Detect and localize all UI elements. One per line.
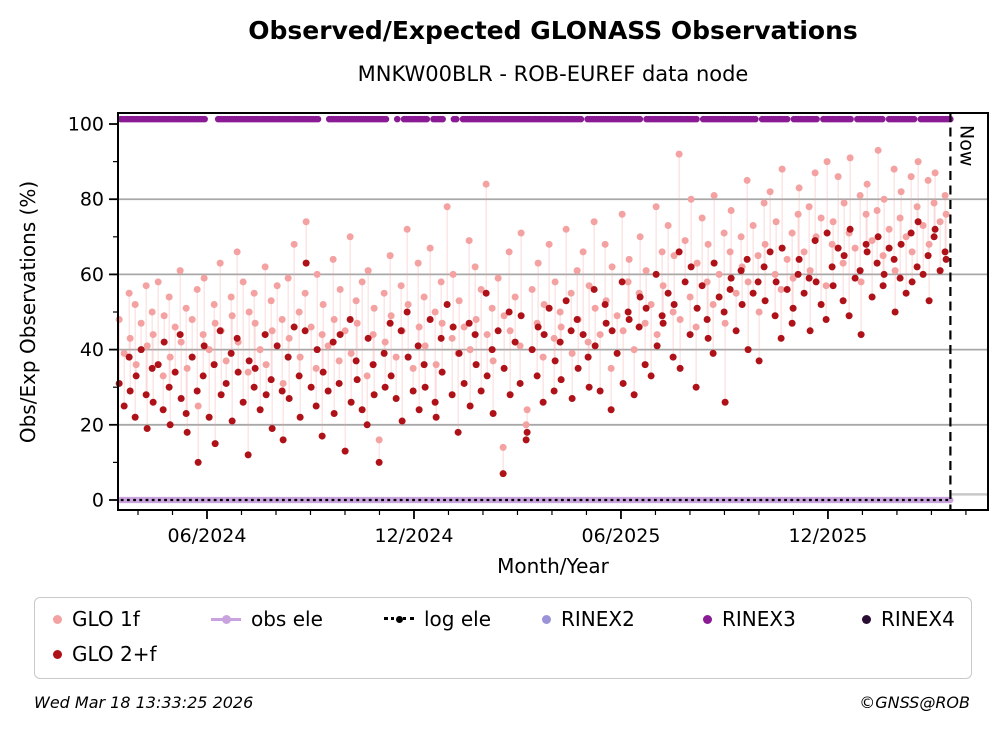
legend-item-obs-ele: obs ele [211,607,323,631]
legend-label: obs ele [251,607,323,631]
obs-ele-marker-icon [211,614,241,624]
chart-subtitle: MNKW00BLR - ROB-EUREF data node [357,62,749,86]
obs-ele-band [117,496,954,504]
y-tick-label: 100 [68,114,104,136]
legend-label: GLO 2+f [72,642,157,666]
y-axis-label: Obs/Exp Observations (%) [16,180,40,444]
legend-item-rinex4: RINEX4 [862,607,955,631]
legend-item-glo-1f: GLO 1f [53,607,140,631]
rinex2-marker-icon [542,614,551,624]
legend-item-log-ele: log ele [384,607,492,631]
legend-label: RINEX3 [722,607,796,631]
legend-label: log ele [424,607,492,631]
now-marker: Now [949,113,977,510]
tick-labels: 0 20 40 60 80 100 06/2024 12/2024 06/2025 12/2025 [68,114,868,547]
y-tick-label: 0 [92,489,104,511]
legend-label: RINEX2 [561,607,635,631]
legend: GLO 1f obs ele log ele RINEX2 RINEX3 [34,597,972,679]
plot-frame [117,112,989,511]
x-axis-label: Month/Year [497,554,609,578]
legend-label: GLO 1f [72,607,140,631]
rinex3-marker-icon [703,614,712,624]
x-tick-label: 12/2024 [375,525,454,547]
frame [117,112,989,511]
chart-title: Observed/Expected GLONASS Observations [248,16,858,45]
y-tick-label: 60 [80,264,104,286]
legend-item-rinex3: RINEX3 [703,607,796,631]
glo-1f-marker-icon [53,614,62,624]
legend-item-glo-2f: GLO 2+f [53,642,157,666]
x-tick-label: 06/2025 [581,525,660,547]
plot-timestamp: Wed Mar 18 13:33:25 2026 [34,693,254,712]
rinex4-marker-icon [862,614,871,624]
copyright-credit: ©GNSS@ROB [859,693,970,712]
legend-item-rinex2: RINEX2 [542,607,635,631]
glo-2f-points [115,218,950,478]
legend-label: RINEX4 [881,607,955,631]
now-label: Now [955,125,977,166]
x-tick-label: 12/2025 [788,525,867,547]
glo-2f-marker-icon [53,649,62,659]
log-ele-marker-icon [384,615,414,624]
y-tick-label: 20 [80,414,104,436]
x-tick-label: 06/2024 [168,525,247,547]
rinex3-band [117,115,954,123]
y-tick-label: 40 [80,339,104,361]
y-tick-label: 80 [80,189,104,211]
